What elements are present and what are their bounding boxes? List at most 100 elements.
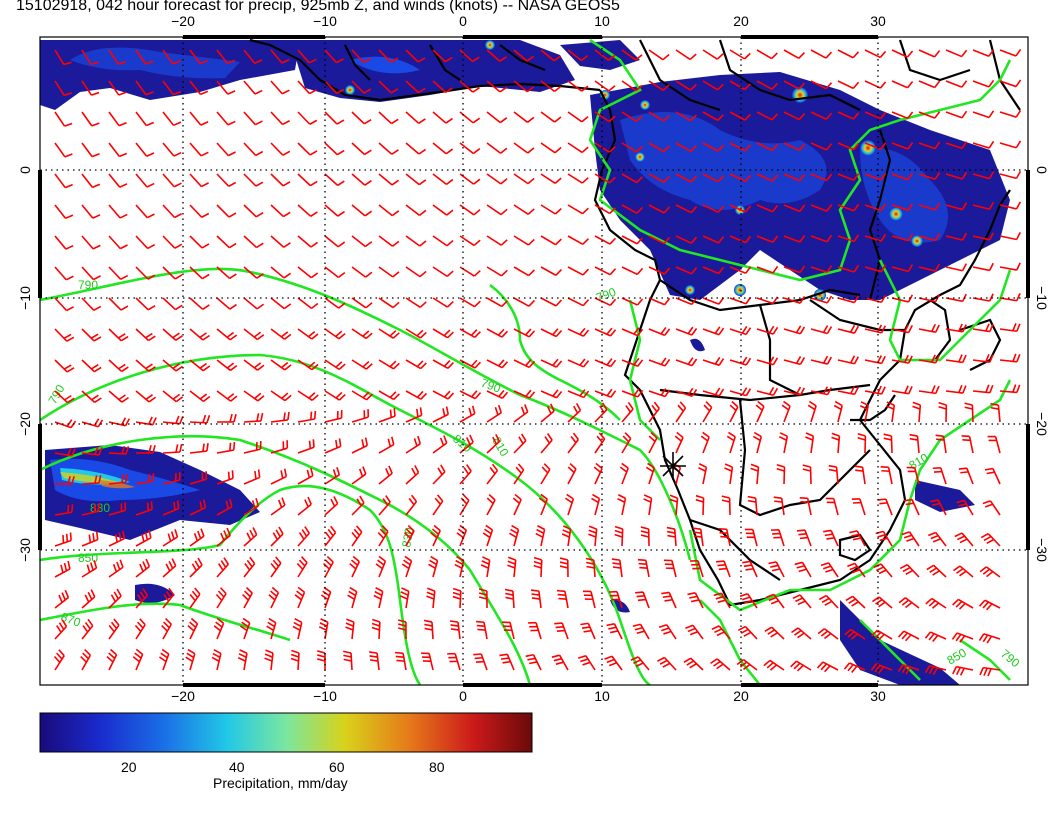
lat-tick-label-right: −20 [1034, 412, 1050, 436]
wind-barb [756, 386, 779, 397]
wind-barb [162, 266, 183, 280]
wind-barb [403, 524, 415, 547]
wind-barb [972, 384, 994, 394]
wind-barb [270, 49, 290, 64]
wind-barb [243, 498, 260, 516]
wind-barb [906, 466, 920, 485]
wind-barb [162, 529, 179, 547]
wind-barb [108, 474, 128, 485]
wind-barb [982, 500, 1001, 516]
wind-barb [561, 525, 572, 547]
wind-barb [134, 618, 146, 640]
wind-barb [215, 587, 227, 609]
wind-barb [918, 202, 941, 211]
wind-barb [591, 493, 601, 516]
wind-barb [405, 465, 420, 485]
wind-barb [810, 265, 833, 274]
wind-barb [810, 173, 833, 182]
lon-tick-label-top: 30 [870, 13, 886, 29]
wind-barb [675, 204, 698, 214]
wind-barb [648, 80, 670, 92]
wind-barb [540, 204, 562, 215]
wind-barbs [53, 48, 1022, 677]
wind-barb [349, 555, 361, 578]
wind-barb [351, 466, 367, 485]
wind-barb [297, 142, 318, 156]
wind-barb [972, 232, 995, 241]
wind-barb [847, 562, 866, 578]
wind-barb [593, 462, 603, 485]
wind-barb [899, 563, 920, 578]
wind-barb [702, 387, 725, 397]
wind-barb [594, 80, 616, 92]
wind-barb [405, 235, 427, 247]
wind-barb [554, 622, 569, 640]
wind-barb [480, 556, 491, 578]
wind-barb [619, 462, 629, 485]
wind-barb [585, 557, 596, 578]
wind-barb [297, 297, 319, 309]
wind-barb [729, 326, 752, 336]
wind-barb [270, 359, 292, 371]
wind-barb [945, 110, 968, 119]
wind-barb [999, 140, 1022, 149]
wind-barb [486, 80, 508, 93]
wind-barb [945, 232, 968, 241]
wind-barb [162, 558, 177, 578]
wind-barb [648, 49, 670, 61]
wind-barb [351, 437, 369, 454]
contour-label: 790 [998, 647, 1023, 671]
wind-barb [270, 468, 288, 485]
wind-barb [158, 648, 170, 671]
wind-barb [264, 649, 274, 671]
wind-barb [805, 432, 815, 454]
wind-barb [796, 529, 812, 547]
wind-barb [540, 266, 562, 276]
wind-barb [189, 390, 211, 402]
wind-barb [513, 463, 525, 485]
wind-barb [891, 385, 913, 395]
wind-barb [242, 586, 253, 609]
wind-barb [81, 589, 96, 609]
wind-barb [378, 436, 395, 454]
wind-barb [482, 524, 494, 547]
wind-barb [324, 266, 346, 279]
wind-barb [567, 358, 590, 368]
wind-barb [270, 142, 291, 156]
wind-barb [108, 297, 129, 311]
wind-barb [783, 204, 806, 213]
wind-barb [54, 49, 72, 66]
wind-barb [211, 648, 222, 671]
wind-barb [216, 266, 237, 280]
wind-barb [987, 435, 1001, 454]
wind-barb [918, 354, 940, 364]
wind-barb [864, 355, 886, 365]
wind-barb [897, 664, 920, 675]
colorbar-tick-60: 60 [329, 759, 345, 775]
wind-barb [617, 494, 627, 516]
wind-barb [643, 494, 653, 516]
wind-barb [189, 528, 205, 547]
wind-barb [702, 204, 725, 214]
wind-barb [486, 297, 508, 308]
wind-barb [883, 433, 893, 454]
frame-tick-bars [38, 35, 1030, 687]
wind-barb [648, 204, 671, 214]
wind-barb [606, 623, 623, 640]
wind-barb [216, 390, 238, 402]
lat-tick-label-left: −10 [17, 286, 33, 310]
wind-barb [54, 266, 74, 281]
wind-barb [938, 402, 948, 423]
wind-barb [81, 49, 99, 66]
wind-barb [459, 405, 476, 423]
wind-barb [243, 173, 264, 187]
wind-barb [783, 49, 805, 60]
wind-barb [81, 111, 100, 127]
wind-barb [237, 649, 248, 671]
wind-barb [486, 434, 501, 454]
wind-barb [961, 435, 974, 454]
contour-label: 790 [78, 278, 98, 292]
wind-barb [932, 467, 947, 485]
wind-barb [611, 558, 623, 578]
wind-barb [162, 444, 183, 454]
